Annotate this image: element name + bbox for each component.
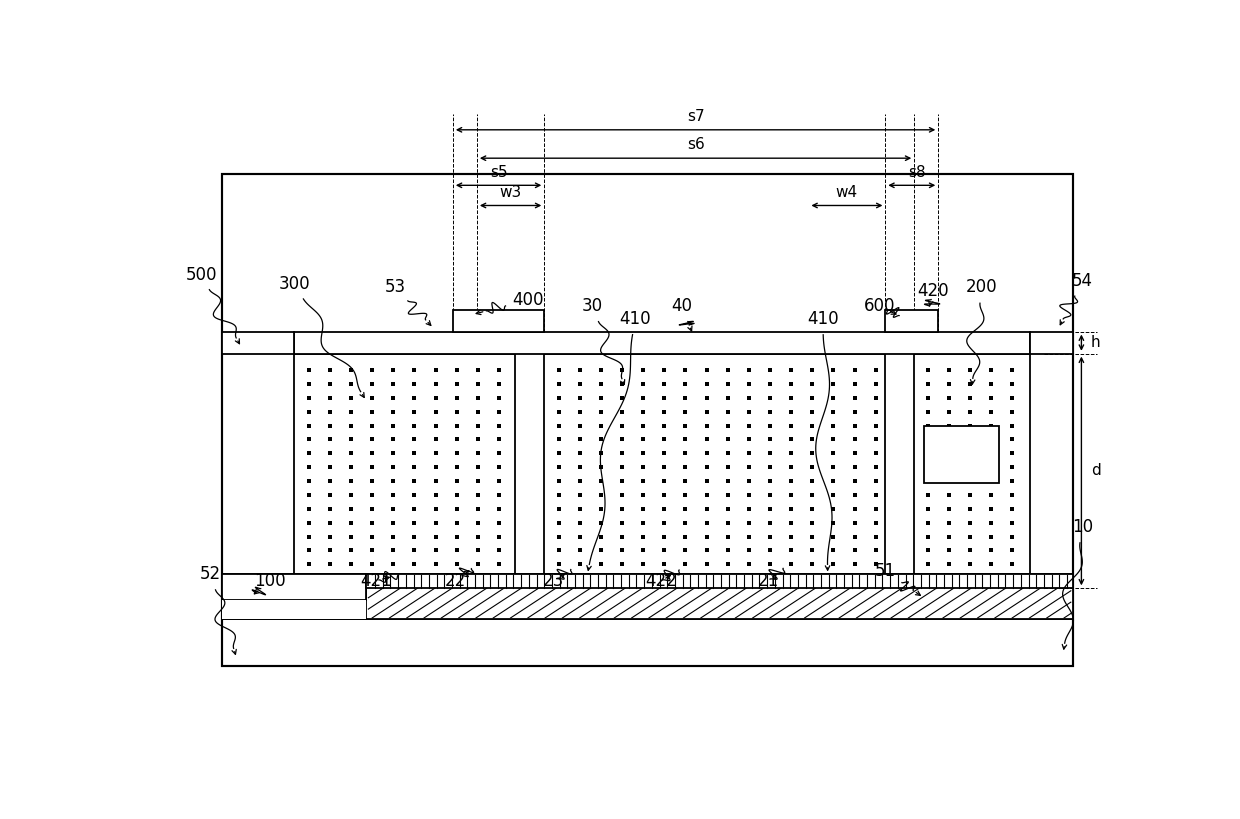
Bar [222,332,294,354]
Text: 410: 410 [807,310,838,328]
Text: s6: s6 [687,137,704,152]
Text: 400: 400 [512,291,543,309]
Text: 30: 30 [582,297,603,315]
Text: 51: 51 [874,563,897,580]
Bar [294,354,516,574]
Text: 410: 410 [620,310,651,328]
Text: w4: w4 [836,185,858,201]
Bar [453,310,544,332]
Text: w3: w3 [500,185,522,201]
Text: 300: 300 [279,275,310,293]
Text: 54: 54 [1071,272,1092,290]
Text: 40: 40 [671,297,692,315]
Text: 100: 100 [254,572,286,590]
Bar [544,354,885,574]
Text: s8: s8 [908,165,925,180]
Text: 500: 500 [185,266,217,284]
Bar [1029,332,1073,354]
Text: 420: 420 [918,282,950,300]
Bar [222,574,367,600]
Bar [924,426,998,483]
Bar [294,332,1029,354]
Text: s5: s5 [490,165,507,180]
Text: 200: 200 [966,278,997,296]
Text: d: d [1091,464,1101,478]
Text: 21: 21 [758,572,779,590]
Text: 52: 52 [200,565,221,583]
Text: 422: 422 [646,572,677,590]
Text: s7: s7 [687,108,704,124]
Bar [885,310,939,332]
Bar [222,600,367,618]
Bar [367,574,1073,618]
Text: h: h [1091,335,1101,351]
Bar [914,354,1029,574]
Bar [222,174,1073,666]
Text: 22: 22 [445,572,466,590]
Text: 53: 53 [384,278,405,296]
Text: 23: 23 [543,572,564,590]
Bar [367,574,1073,588]
Text: 421: 421 [360,572,392,590]
Text: 600: 600 [864,297,895,315]
Text: 10: 10 [1071,518,1092,536]
